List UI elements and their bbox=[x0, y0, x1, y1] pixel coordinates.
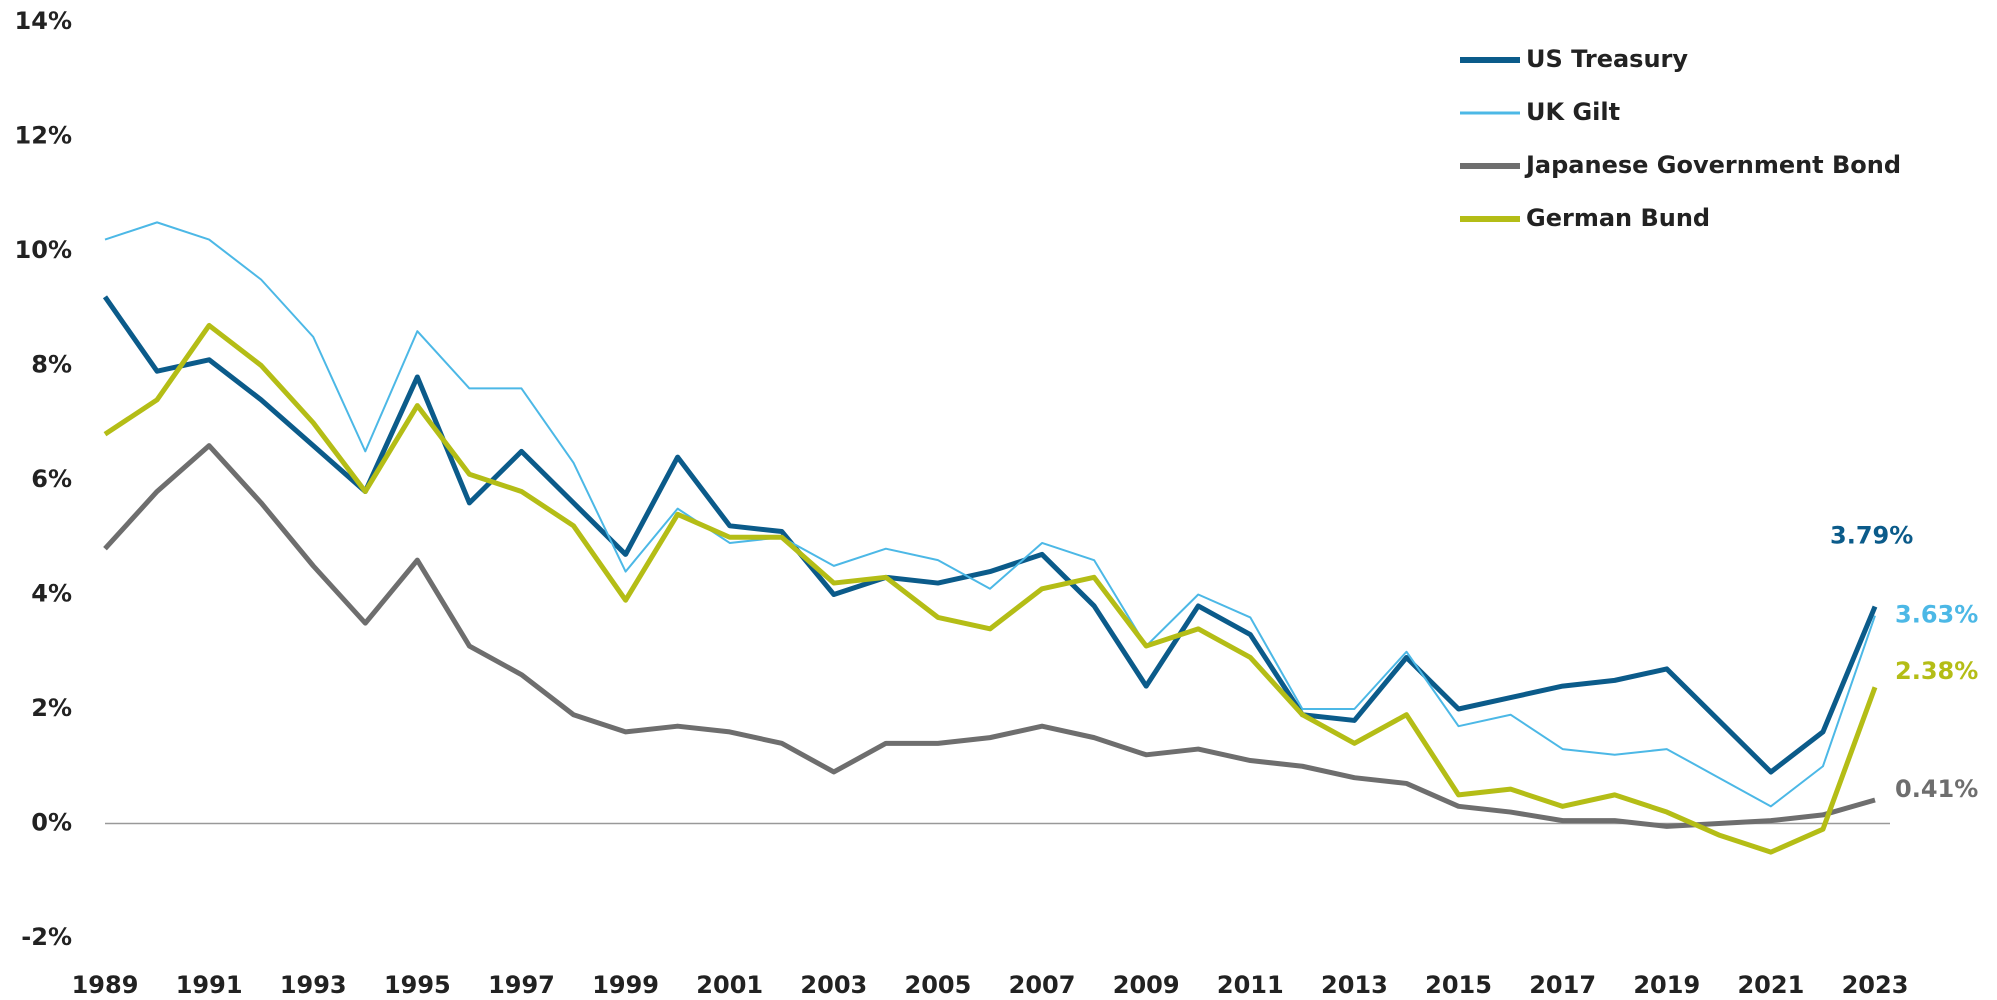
x-tick-label: 1989 bbox=[72, 971, 139, 999]
end-label: 2.38% bbox=[1895, 657, 1978, 685]
x-tick-label: 2005 bbox=[905, 971, 972, 999]
y-tick-label: 2% bbox=[31, 694, 72, 722]
end-label: 3.63% bbox=[1895, 601, 1978, 629]
y-tick-label: 8% bbox=[31, 351, 72, 379]
x-tick-label: 2019 bbox=[1633, 971, 1700, 999]
y-tick-label: -2% bbox=[21, 923, 72, 951]
y-tick-label: 6% bbox=[31, 465, 72, 493]
end-label: 0.41% bbox=[1895, 775, 1978, 803]
legend-label: German Bund bbox=[1526, 204, 1710, 232]
x-tick-label: 1993 bbox=[280, 971, 347, 999]
x-tick-label: 2007 bbox=[1009, 971, 1076, 999]
legend-label: US Treasury bbox=[1526, 45, 1688, 73]
series-line bbox=[103, 322, 1878, 855]
x-tick-label: 2009 bbox=[1113, 971, 1180, 999]
x-tick-label: 2021 bbox=[1737, 971, 1804, 999]
x-tick-label: 2015 bbox=[1425, 971, 1492, 999]
x-tick-label: 2017 bbox=[1529, 971, 1596, 999]
legend-label: Japanese Government Bond bbox=[1524, 151, 1901, 179]
y-tick-label: 4% bbox=[31, 580, 72, 608]
x-tick-label: 2011 bbox=[1217, 971, 1284, 999]
end-label: 3.79% bbox=[1830, 522, 1913, 550]
x-tick-label: 1999 bbox=[592, 971, 659, 999]
x-tick-label: 2013 bbox=[1321, 971, 1388, 999]
legend-label: UK Gilt bbox=[1526, 98, 1620, 126]
y-tick-label: 14% bbox=[15, 7, 72, 35]
series-line bbox=[102, 295, 1878, 775]
y-tick-label: 10% bbox=[15, 236, 72, 264]
x-tick-label: 1995 bbox=[384, 971, 451, 999]
series-line bbox=[104, 221, 1876, 808]
x-tick-label: 2003 bbox=[800, 971, 867, 999]
x-tick-label: 1997 bbox=[488, 971, 555, 999]
x-tick-label: 2001 bbox=[696, 971, 763, 999]
y-tick-label: 0% bbox=[31, 809, 72, 837]
y-tick-label: 12% bbox=[15, 122, 72, 150]
x-tick-label: 1991 bbox=[176, 971, 243, 999]
x-tick-label: 2023 bbox=[1842, 971, 1909, 999]
series-line bbox=[103, 443, 1876, 829]
